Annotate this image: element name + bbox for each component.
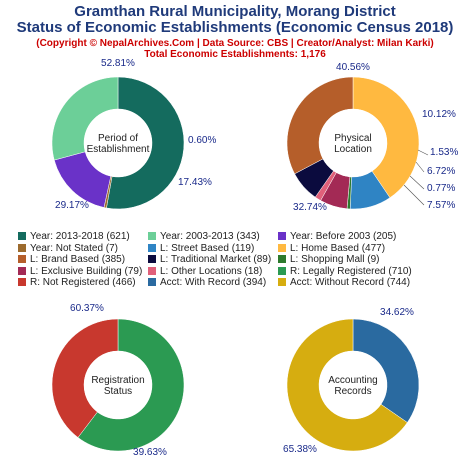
legend-label: L: Other Locations (18) bbox=[160, 265, 263, 277]
legend-swatch bbox=[18, 255, 26, 263]
total-line: Total Economic Establishments: 1,176 bbox=[144, 49, 326, 60]
legend-swatch bbox=[18, 278, 26, 286]
legend-item: L: Exclusive Building (79) bbox=[18, 266, 142, 277]
donut-hole bbox=[319, 109, 387, 177]
center-label: Registration bbox=[91, 375, 144, 386]
legend-item: L: Home Based (477) bbox=[278, 243, 385, 254]
data-label: 6.72% bbox=[427, 166, 455, 177]
data-label: 52.81% bbox=[101, 58, 135, 69]
legend-swatch bbox=[278, 243, 286, 252]
legend-item: L: Shopping Mall (9) bbox=[278, 254, 380, 265]
leader-line bbox=[409, 175, 425, 190]
legend-swatch bbox=[278, 278, 286, 286]
legend-item: R: Not Registered (466) bbox=[18, 277, 136, 288]
data-label: 60.37% bbox=[70, 303, 104, 314]
legend-item: L: Traditional Market (89) bbox=[148, 254, 271, 265]
legend-label: Year: Before 2003 (205) bbox=[290, 231, 397, 242]
data-label: 34.62% bbox=[380, 307, 414, 318]
donut-hole bbox=[319, 351, 387, 419]
leader-line bbox=[403, 184, 425, 206]
center-label: Establishment bbox=[87, 144, 150, 155]
legend-item: Year: 2003-2013 (343) bbox=[148, 231, 260, 242]
data-label: 10.12% bbox=[422, 109, 456, 120]
data-label: 0.60% bbox=[188, 135, 216, 146]
legend-swatch bbox=[148, 255, 156, 263]
legend-label: L: Home Based (477) bbox=[290, 242, 386, 254]
data-label: 17.43% bbox=[178, 177, 212, 188]
legend-label: Year: 2003-2013 (343) bbox=[160, 231, 260, 242]
data-label: 7.57% bbox=[427, 200, 455, 211]
legend-swatch bbox=[148, 243, 156, 252]
legend-label: Acct: With Record (394) bbox=[160, 277, 267, 288]
legend-swatch bbox=[148, 266, 156, 275]
data-label: 0.77% bbox=[427, 183, 455, 194]
data-label: 65.38% bbox=[283, 444, 317, 455]
legend-swatch bbox=[148, 278, 156, 286]
center-label: Accounting bbox=[328, 375, 377, 386]
legend-label: Acct: Without Record (744) bbox=[290, 277, 411, 288]
legend-swatch bbox=[278, 255, 286, 263]
data-label: 40.56% bbox=[336, 62, 370, 73]
center-label: Records bbox=[334, 386, 371, 397]
legend-label: L: Traditional Market (89) bbox=[160, 254, 272, 265]
legend-swatch bbox=[18, 243, 26, 252]
leader-line bbox=[417, 149, 429, 156]
legend-item: Year: Not Stated (7) bbox=[18, 243, 118, 254]
center-label: Physical bbox=[334, 133, 371, 144]
center-label: Period of bbox=[98, 133, 138, 144]
legend-item: Acct: Without Record (744) bbox=[278, 277, 410, 288]
donut-hole bbox=[84, 351, 152, 419]
legend-item: Year: 2013-2018 (621) bbox=[18, 231, 130, 242]
legend-swatch bbox=[278, 232, 286, 240]
legend-label: L: Brand Based (385) bbox=[30, 254, 126, 265]
legend-swatch bbox=[278, 266, 286, 275]
title-line-1: Gramthan Rural Municipality, Morang Dist… bbox=[74, 3, 396, 20]
data-label: 29.17% bbox=[55, 200, 89, 211]
legend-item: R: Legally Registered (710) bbox=[278, 266, 412, 277]
legend-label: Year: 2013-2018 (621) bbox=[30, 231, 130, 242]
legend-item: L: Street Based (119) bbox=[148, 243, 254, 254]
legend-item: Year: Before 2003 (205) bbox=[278, 231, 396, 242]
legend-item: Acct: With Record (394) bbox=[148, 277, 266, 288]
legend-label: R: Legally Registered (710) bbox=[290, 265, 412, 277]
legend-label: R: Not Registered (466) bbox=[30, 277, 136, 288]
center-label: Location bbox=[334, 144, 372, 155]
legend-swatch bbox=[148, 232, 156, 240]
legend-item: L: Brand Based (385) bbox=[18, 254, 125, 265]
legend-label: L: Exclusive Building (79) bbox=[30, 265, 143, 277]
legend-label: L: Street Based (119) bbox=[160, 242, 255, 254]
data-label: 32.74% bbox=[293, 202, 327, 213]
leader-line bbox=[415, 161, 425, 173]
data-label: 39.63% bbox=[133, 447, 167, 458]
title-line-2: Status of Economic Establishments (Econo… bbox=[16, 19, 454, 36]
donut-hole bbox=[84, 109, 152, 177]
legend-item: L: Other Locations (18) bbox=[148, 266, 262, 277]
data-label: 1.53% bbox=[430, 147, 458, 158]
legend-label: L: Shopping Mall (9) bbox=[290, 254, 380, 265]
legend-label: Year: Not Stated (7) bbox=[30, 242, 119, 254]
legend-swatch bbox=[18, 266, 26, 275]
center-label: Status bbox=[104, 386, 132, 397]
legend-swatch bbox=[18, 232, 26, 240]
copyright-line: (Copyright © NepalArchives.Com | Data So… bbox=[36, 38, 434, 49]
